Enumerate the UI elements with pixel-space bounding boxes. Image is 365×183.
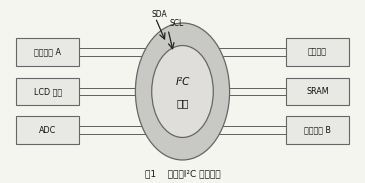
Text: SDA: SDA — [152, 10, 168, 19]
Text: ADC: ADC — [39, 126, 56, 135]
FancyBboxPatch shape — [286, 116, 349, 144]
FancyBboxPatch shape — [16, 78, 79, 105]
Text: 实时时钟: 实时时钟 — [308, 47, 327, 56]
Text: SCL: SCL — [170, 19, 184, 28]
Text: 总线: 总线 — [176, 98, 189, 108]
FancyBboxPatch shape — [286, 38, 349, 66]
Ellipse shape — [152, 46, 213, 137]
Text: 微控制器 A: 微控制器 A — [34, 47, 61, 56]
FancyBboxPatch shape — [16, 116, 79, 144]
Text: SRAM: SRAM — [306, 87, 329, 96]
Text: I²C: I²C — [175, 77, 190, 87]
FancyBboxPatch shape — [16, 38, 79, 66]
Text: 图1    典型的I²C 总线结构: 图1 典型的I²C 总线结构 — [145, 169, 220, 178]
Ellipse shape — [135, 23, 230, 160]
Text: LCD 驱动: LCD 驱动 — [34, 87, 62, 96]
Text: 微控制器 B: 微控制器 B — [304, 126, 331, 135]
FancyBboxPatch shape — [286, 78, 349, 105]
